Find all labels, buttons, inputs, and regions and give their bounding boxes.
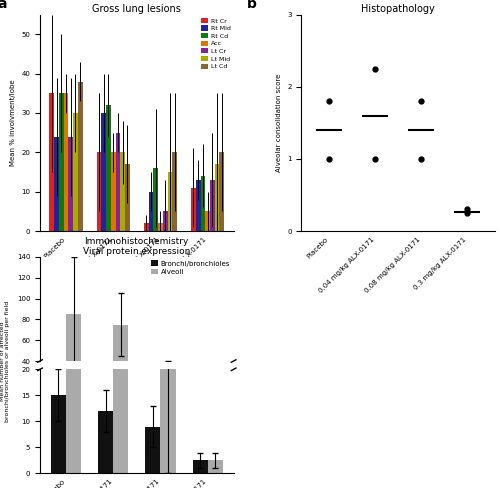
Bar — [125, 164, 130, 231]
Bar — [158, 223, 163, 231]
Bar — [208, 460, 223, 473]
Bar — [51, 387, 66, 403]
Bar — [59, 93, 64, 231]
Bar — [113, 83, 128, 473]
Legend: Rt Cr, Rt Mid, Rt Cd, Acc, Lt Cr, Lt Mid, Lt Cd: Rt Cr, Rt Mid, Rt Cd, Acc, Lt Cr, Lt Mid… — [200, 18, 230, 69]
Bar — [208, 400, 223, 403]
Bar — [163, 211, 168, 231]
Legend: Bronchi/bronchioles, Alveoli: Bronchi/bronchioles, Alveoli — [151, 261, 230, 275]
Bar — [51, 395, 66, 473]
Bar — [111, 152, 116, 231]
Text: Mean number of affected
bronchi/bronchioles or alveoli per field: Mean number of affected bronchi/bronchio… — [0, 301, 10, 422]
Bar — [200, 176, 205, 231]
Bar — [146, 427, 160, 473]
Bar — [102, 113, 106, 231]
Bar — [154, 168, 158, 231]
Bar — [206, 211, 210, 231]
Bar — [96, 152, 102, 231]
Bar — [113, 325, 128, 403]
Text: a: a — [0, 0, 7, 11]
Bar — [220, 152, 224, 231]
Y-axis label: Mean % involvment/lobe: Mean % involvment/lobe — [10, 80, 16, 166]
Bar — [160, 369, 176, 473]
Bar — [98, 411, 113, 473]
Bar — [73, 113, 78, 231]
Bar — [160, 382, 176, 403]
Bar — [106, 105, 111, 231]
Y-axis label: Alveolar consolidation score: Alveolar consolidation score — [276, 74, 281, 172]
Bar — [68, 137, 73, 231]
Bar — [148, 192, 154, 231]
Bar — [98, 390, 113, 403]
Text: b: b — [247, 0, 257, 11]
Bar — [192, 460, 208, 473]
Title: Histopathology: Histopathology — [362, 4, 435, 14]
Bar — [214, 164, 220, 231]
Bar — [191, 188, 196, 231]
Bar — [116, 133, 120, 231]
Bar — [78, 81, 82, 231]
Title: Immunohistochemistry
Viral protein expression: Immunohistochemistry Viral protein expre… — [83, 237, 190, 256]
Bar — [54, 137, 59, 231]
Bar — [196, 180, 200, 231]
Bar — [210, 180, 214, 231]
Bar — [66, 31, 81, 473]
Bar — [172, 152, 177, 231]
Bar — [66, 314, 81, 403]
Bar — [168, 172, 172, 231]
Bar — [64, 93, 68, 231]
Bar — [50, 93, 54, 231]
Title: Gross lung lesions: Gross lung lesions — [92, 4, 181, 14]
Bar — [144, 223, 148, 231]
Bar — [120, 152, 125, 231]
Bar — [146, 393, 160, 403]
Bar — [192, 400, 208, 403]
